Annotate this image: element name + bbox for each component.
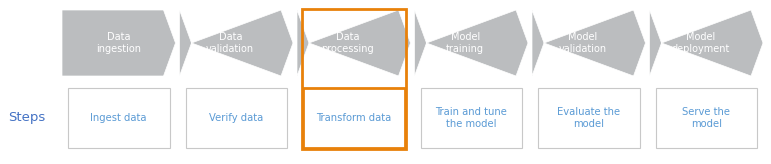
Polygon shape: [62, 10, 176, 76]
Bar: [420, 88, 522, 148]
Text: Model
deployment: Model deployment: [671, 32, 729, 54]
Bar: [303, 88, 405, 148]
Bar: [655, 88, 757, 148]
Text: Train and tune
the model: Train and tune the model: [436, 107, 507, 129]
Text: Verify data: Verify data: [209, 113, 264, 123]
Text: Serve the
model: Serve the model: [682, 107, 730, 129]
Text: Evaluate the
model: Evaluate the model: [557, 107, 621, 129]
Polygon shape: [649, 10, 763, 76]
Bar: [538, 88, 639, 148]
Polygon shape: [180, 10, 293, 76]
Polygon shape: [297, 10, 410, 76]
Text: Data
validation: Data validation: [206, 32, 254, 54]
Text: Model
training: Model training: [446, 32, 484, 54]
Text: Data
processing: Data processing: [322, 32, 374, 54]
Text: Model
validation: Model validation: [559, 32, 607, 54]
Bar: [186, 88, 287, 148]
Text: Data
ingestion: Data ingestion: [96, 32, 141, 54]
Bar: [302, 9, 406, 149]
Text: Transform data: Transform data: [316, 113, 392, 123]
Polygon shape: [532, 10, 645, 76]
Text: Ingest data: Ingest data: [90, 113, 147, 123]
Bar: [68, 88, 170, 148]
Text: Steps: Steps: [8, 112, 45, 124]
Polygon shape: [415, 10, 528, 76]
